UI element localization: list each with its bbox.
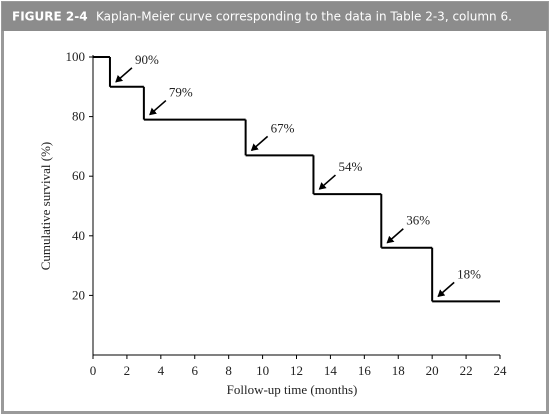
y-tick-label: 80 — [72, 109, 85, 124]
x-tick-label: 18 — [392, 363, 405, 378]
x-axis-label: Follow-up time (months) — [227, 382, 358, 397]
x-tick-label: 10 — [256, 363, 269, 378]
x-tick-label: 8 — [225, 363, 232, 378]
x-tick-label: 6 — [192, 363, 199, 378]
annotation-arrow — [250, 135, 269, 151]
value-label: 90% — [135, 52, 159, 67]
x-tick-label: 14 — [324, 363, 338, 378]
annotation-arrow — [386, 228, 404, 244]
header-bar — [2, 2, 548, 31]
value-label: 67% — [271, 120, 295, 135]
value-label: 36% — [406, 213, 430, 228]
x-tick-label: 0 — [90, 363, 97, 378]
annotation-arrow — [437, 281, 455, 298]
annotation-arrow — [115, 67, 133, 83]
x-tick-label: 4 — [158, 363, 165, 378]
y-tick-label: 20 — [72, 287, 85, 302]
x-tick-label: 16 — [358, 363, 372, 378]
y-axis-label: Cumulative survival (%) — [38, 142, 53, 271]
x-tick-label: 22 — [460, 363, 473, 378]
x-tick-label: 24 — [494, 363, 508, 378]
y-tick-label: 40 — [72, 228, 85, 243]
annotation-arrow — [318, 174, 336, 190]
y-tick-label: 60 — [72, 168, 85, 183]
x-tick-label: 12 — [290, 363, 303, 378]
x-tick-label: 2 — [124, 363, 131, 378]
value-label: 54% — [338, 159, 362, 174]
value-label: 79% — [169, 85, 193, 100]
chart-title: Kaplan-Meier curve corresponding to the … — [96, 10, 512, 24]
y-tick-label: 100 — [66, 49, 86, 64]
annotation-arrow — [149, 99, 167, 116]
figure-label: FIGURE 2-4 — [12, 10, 88, 24]
x-tick-label: 20 — [426, 363, 439, 378]
frame — [1, 1, 549, 414]
value-label: 18% — [457, 266, 481, 281]
